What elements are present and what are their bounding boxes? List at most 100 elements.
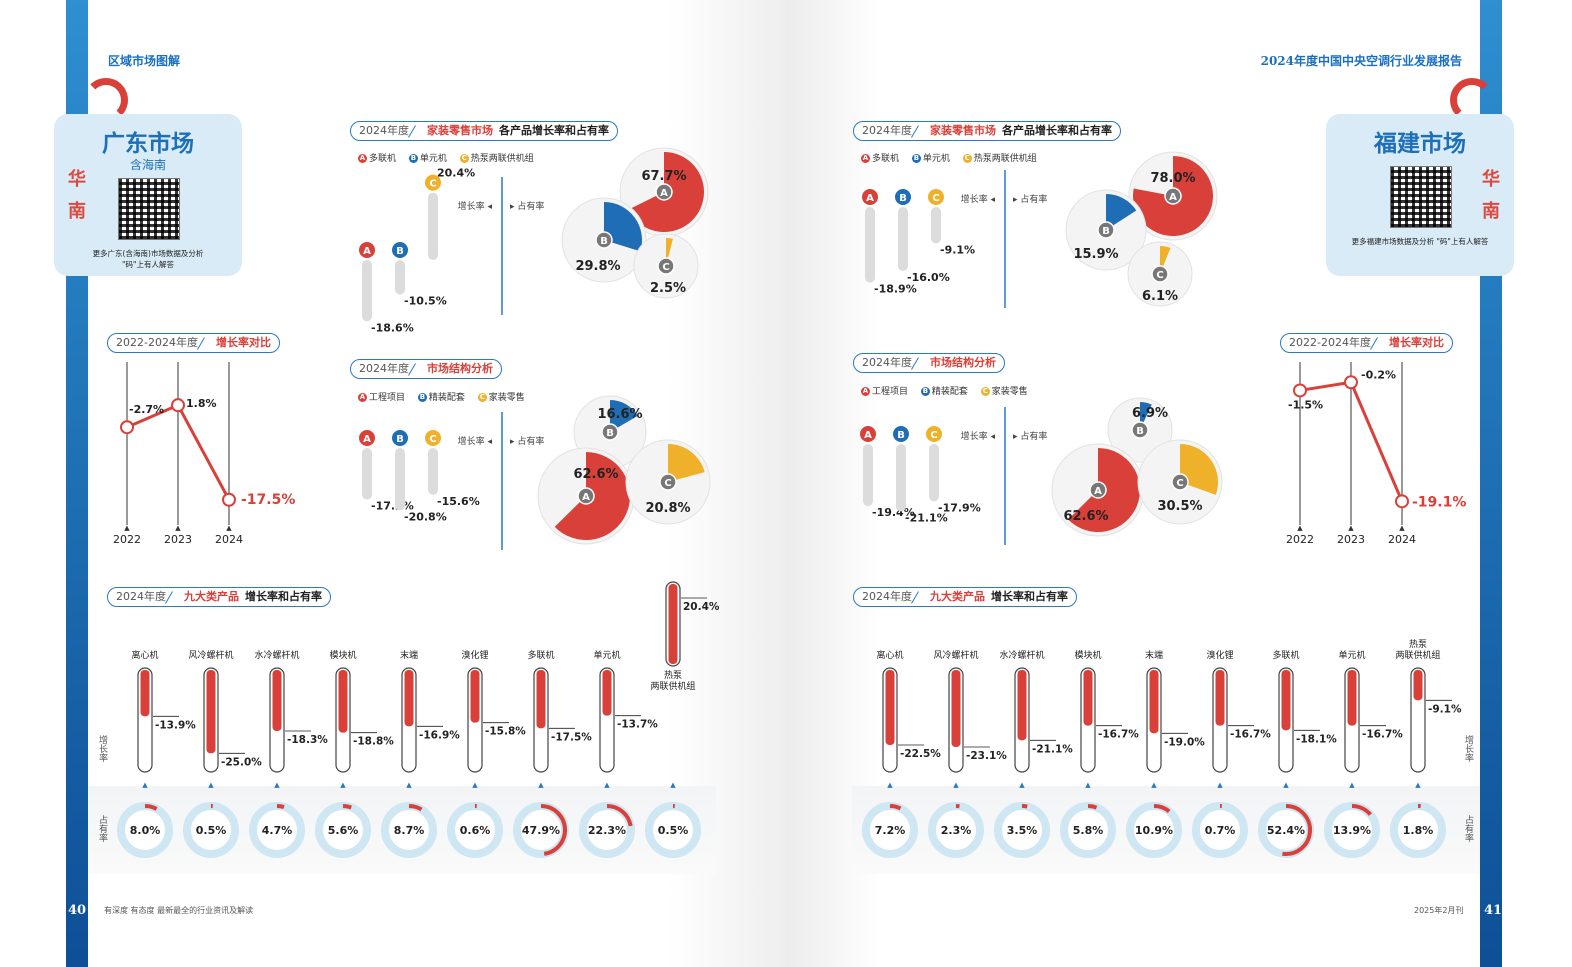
trend-value-label: -17.5% [241,492,295,508]
growth-value-label: -16.0% [907,271,950,284]
growth-value-label: -25.0% [221,756,262,768]
pointer-mark: ▲ [538,781,544,789]
growth-side-label: 增长率 [1463,735,1473,762]
share-value-label: 13.9% [1333,824,1371,837]
growth-bar [896,444,906,512]
growth-value-label: -15.6% [437,495,480,508]
growth-tube-fill [404,670,414,727]
growth-bar [362,448,372,500]
city-title: 福建市场 [1374,131,1466,157]
share-side-label: 占有率 [1463,815,1473,842]
structure-legend: A 工程项目 B 精装配套 C 家装零售 [861,387,1028,397]
growth-bar [898,207,908,271]
trend-value-label: -1.5% [1288,398,1323,411]
tag-year: 2024年度 [862,356,912,369]
share-axis-label: ▸ 占有率 [510,200,544,212]
qr-note: 更多福建市场数据及分析 "码"上有人解答 [1351,237,1489,246]
tick-mark: ▲ [124,524,130,532]
share-axis-label: ▸ 占有率 [1013,193,1047,205]
category-label: 水冷螺杆机 [999,649,1044,661]
share-slice [610,400,638,432]
share-slice [668,444,705,482]
growth-value-label: -21.1% [1032,743,1073,755]
category-label: 风冷螺杆机 [933,649,978,661]
category-label: 单元机 [593,649,620,661]
growth-tube-fill [885,670,895,745]
tag-red: 家装零售市场 [930,124,996,137]
tick-mark: ▲ [1348,524,1354,532]
growth-tube-fill [1413,670,1423,701]
legend-label: 精装配套 [428,393,465,403]
qr-code-icon[interactable] [118,178,180,240]
pointer-mark: ▲ [1283,781,1289,789]
series-badge [891,424,911,444]
trend-value-label: -0.2% [1361,368,1396,381]
series-badge-label: C [429,434,436,445]
share-value-label: 10.9% [1135,824,1173,837]
series-badge-label: C [429,179,436,190]
product-section-tag: 2024年度 家装零售市场 各产品增长率和占有率 [853,121,1121,141]
qr-code-icon[interactable] [1390,166,1452,228]
slice-badge [1089,481,1107,499]
growth-value-label: -18.1% [1296,733,1337,745]
share-value-label: 5.6% [328,824,359,837]
nine-section-tag: 2024年度 九大类产品 增长率和占有率 [853,587,1077,607]
slice-badge-label: C [1156,270,1163,281]
series-badge [390,428,410,448]
share-value-label: 4.7% [262,824,293,837]
growth-tube-fill [536,670,546,729]
tag-red: 增长率对比 [1388,336,1444,349]
growth-value-label: -13.9% [155,719,196,731]
legend-label: 精装配套 [931,387,968,397]
share-value-label: 52.4% [1267,824,1305,837]
share-arc [1351,804,1372,816]
tag-year: 2024年度 [359,124,409,137]
growth-tube-fill [272,670,282,731]
growth-tube-fill [338,670,348,733]
growth-value-label: -18.9% [874,283,917,296]
x-tick-label: 2023 [164,533,192,546]
trend-value-label: -2.7% [129,403,164,416]
trend-point [1395,494,1409,509]
series-badge [357,240,377,260]
tag-year: 2022-2024年度 [1289,336,1371,349]
series-badge [858,424,878,444]
category-label: 离心机 [131,649,158,661]
slice-badge [655,183,673,201]
category-label: 两联供机组 [1395,649,1440,661]
growth-value-label: -21.1% [905,512,948,525]
slice-badge [1131,421,1149,439]
share-axis-label: ▸ 占有率 [510,435,544,447]
legend-label: 单元机 [419,154,447,164]
trend-point [1344,375,1358,390]
trend-value-label: -19.1% [1412,494,1466,510]
series-badge [357,428,377,448]
growth-value-label: -18.8% [353,736,394,748]
share-value-label: 30.5% [1157,499,1202,514]
category-label: 离心机 [876,649,903,661]
category-label: 溴化锂 [461,649,488,661]
category-label: 多联机 [1272,649,1299,661]
structure-section-tag: 2024年度 市场结构分析 [350,359,502,379]
category-label: 溴化锂 [1206,649,1233,661]
tag-red: 市场结构分析 [930,356,996,369]
share-value-label: 47.9% [522,824,560,837]
series-badge [860,187,880,207]
trend-point [120,420,134,435]
category-label: 两联供机组 [650,680,695,692]
series-badge-label: A [866,193,874,204]
growth-tube-fill [1083,670,1093,726]
slice-badge [1097,221,1115,239]
series-badge-label: B [396,434,404,445]
growth-tube-fill [1017,670,1027,741]
series-badge [390,240,410,260]
slice-badge-label: B [1136,426,1144,437]
series-badge-label: A [363,434,371,445]
legend-label: 多联机 [369,154,397,164]
share-value-label: 8.0% [130,824,161,837]
section-header: 2024年度中国中央空调行业发展报告 [1260,54,1462,68]
growth-value-label: -18.6% [371,321,414,334]
tag-red: 九大类产品 [184,590,239,603]
share-side-label: 占有率 [97,815,107,842]
